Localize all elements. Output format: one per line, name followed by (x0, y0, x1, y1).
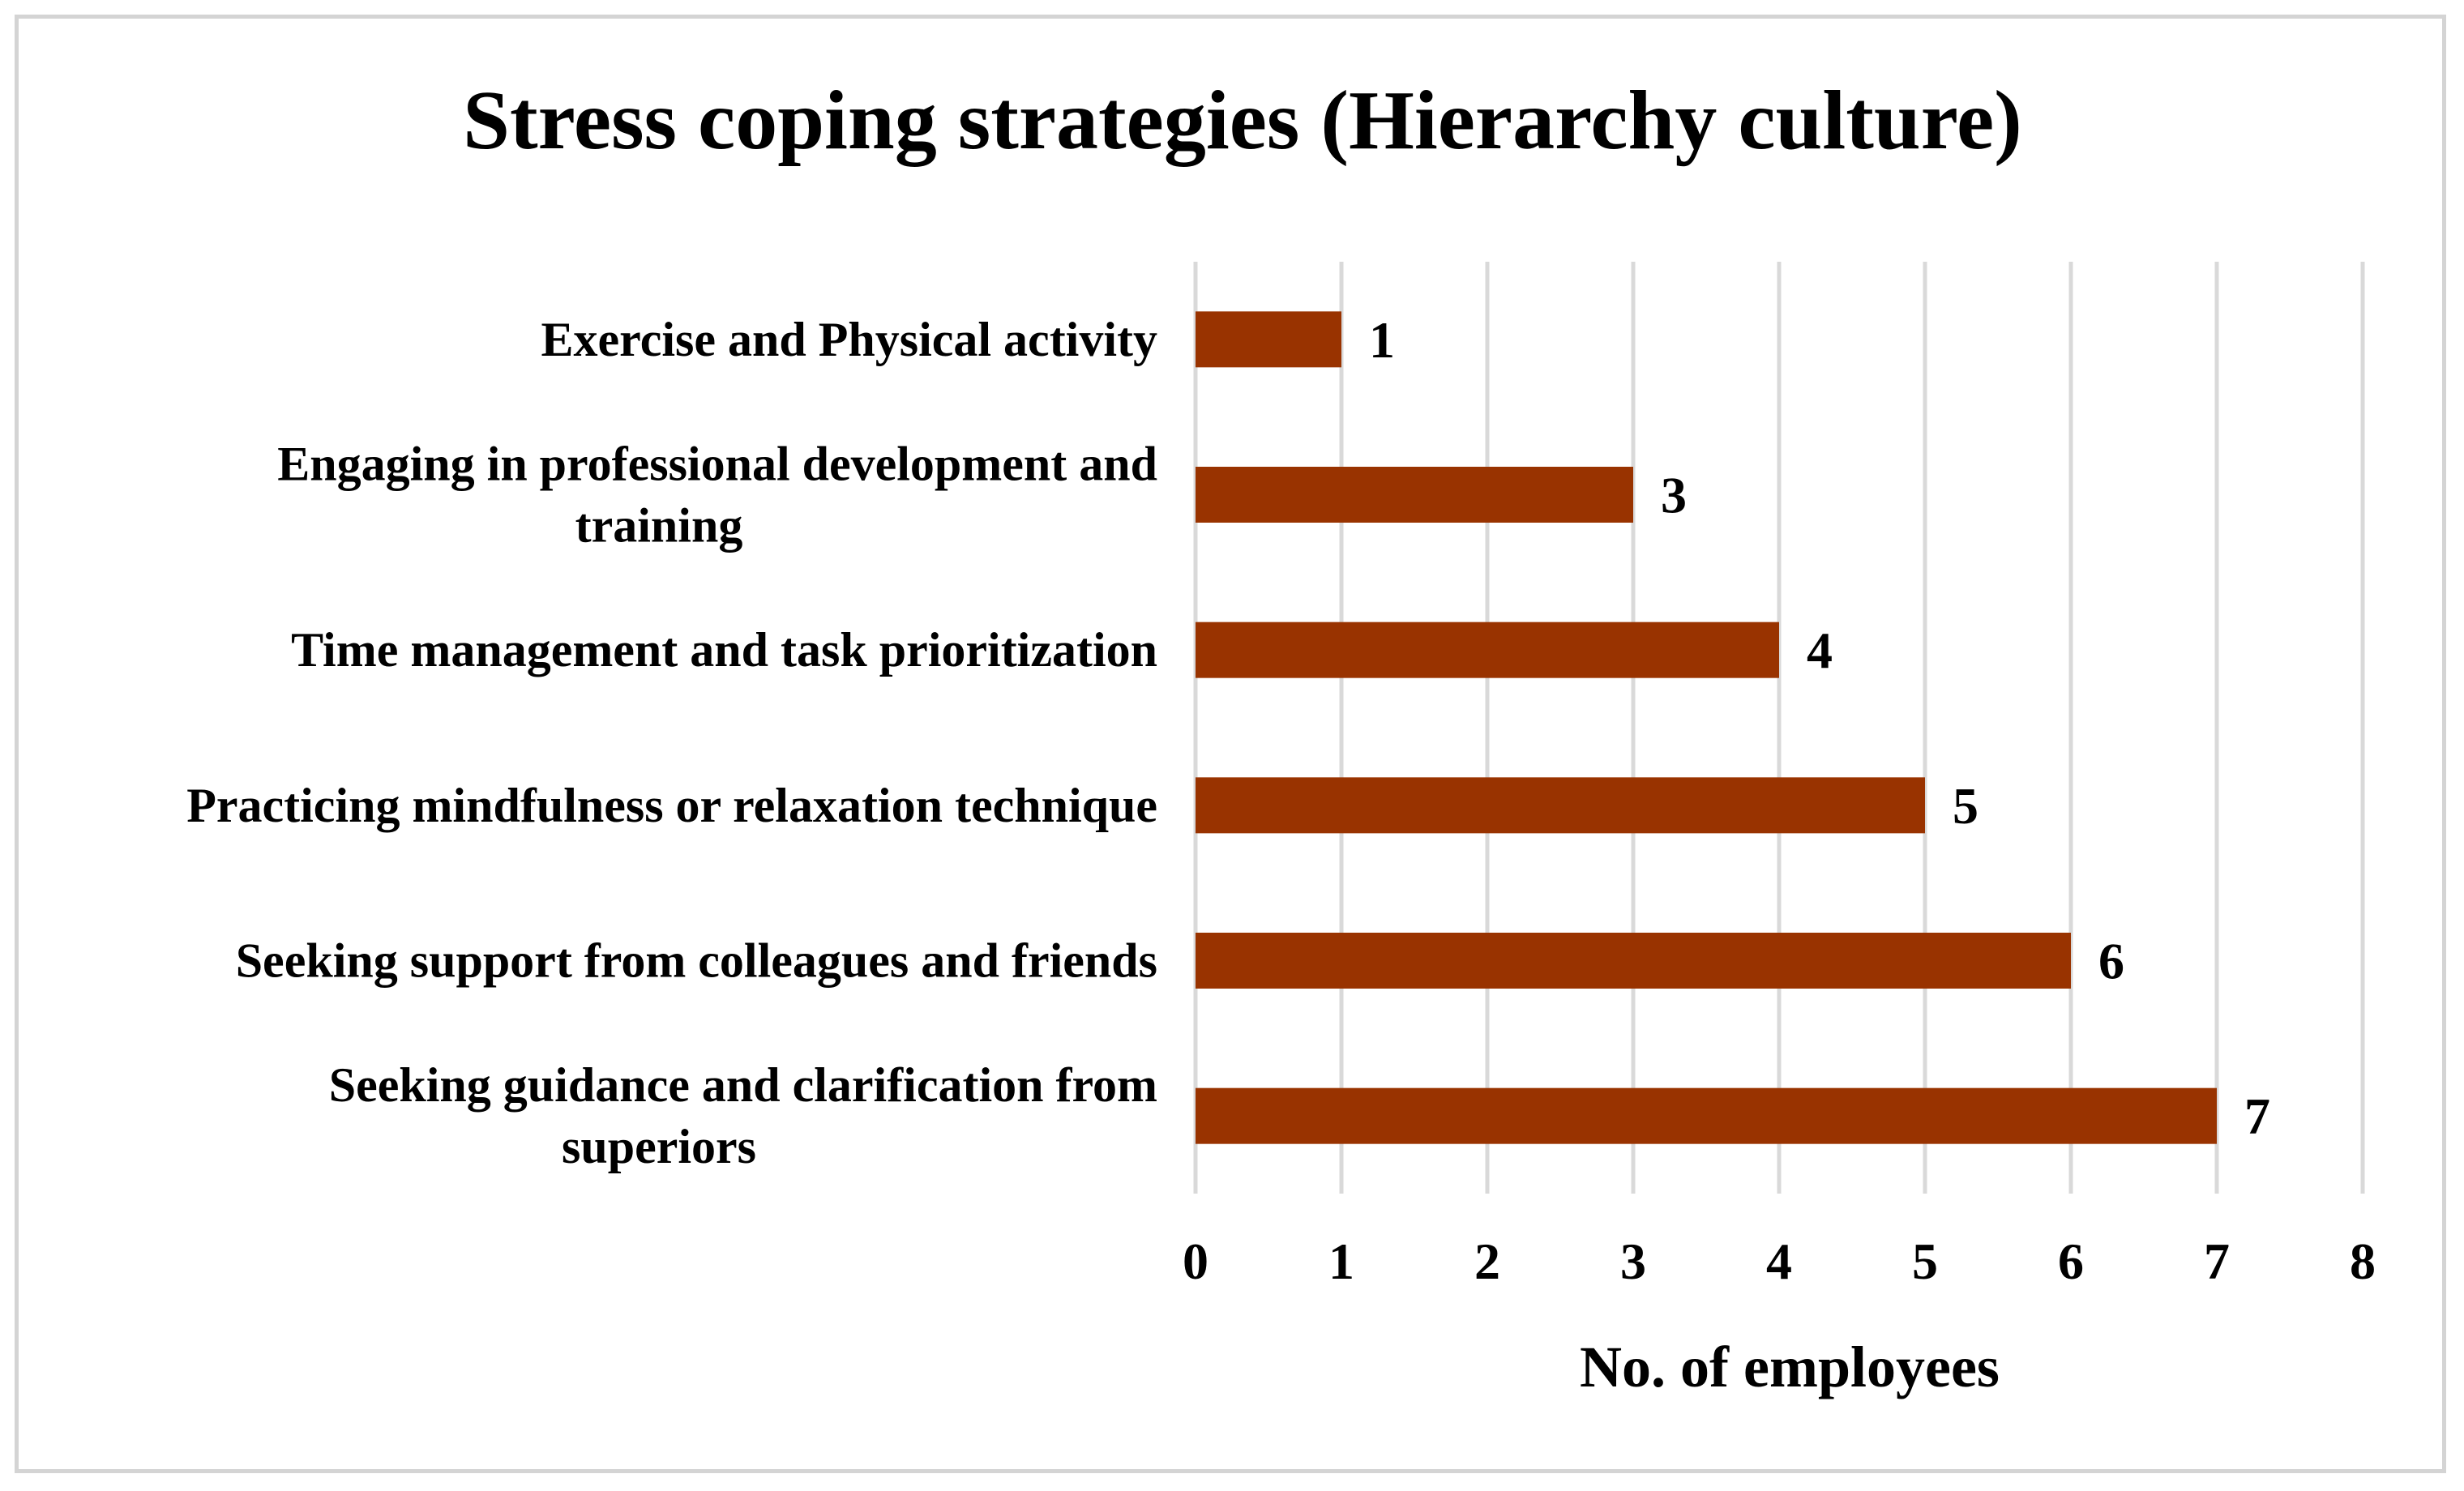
bar (1196, 467, 1633, 523)
data-label: 7 (2244, 1087, 2270, 1145)
x-tick-label: 3 (1620, 1233, 1646, 1290)
x-tick-label: 7 (2204, 1233, 2230, 1290)
data-labels: 1 3 4 5 6 7 (1369, 311, 2270, 1145)
x-tick-label: 1 (1328, 1233, 1354, 1290)
x-tick-label: 6 (2058, 1233, 2084, 1290)
x-tick-label: 0 (1183, 1233, 1208, 1290)
bar-chart: Stress coping strategies (Hierarchy cult… (186, 74, 2376, 1399)
category-label-line: Exercise and Physical activity (541, 313, 1158, 366)
x-tick-label: 2 (1474, 1233, 1500, 1290)
category-label: Seeking guidance and clarification from s… (329, 1058, 1157, 1173)
bar (1196, 622, 1779, 678)
category-label-line: Seeking support from colleagues and frie… (236, 934, 1157, 988)
category-label-line: Seeking guidance and clarification from (329, 1058, 1157, 1112)
data-label: 5 (1953, 777, 1978, 835)
data-label: 3 (1661, 467, 1687, 524)
bars (1196, 311, 2217, 1144)
bar (1196, 1087, 2217, 1144)
category-label-line: Engaging in professional development and (277, 438, 1157, 491)
x-tick-label: 5 (1912, 1233, 1938, 1290)
data-label: 6 (2098, 933, 2124, 990)
category-label: Time management and task prioritization (291, 623, 1157, 677)
category-label: Practicing mindfulness or relaxation tec… (186, 779, 1157, 832)
category-label-line: training (575, 499, 743, 553)
category-label: Seeking support from colleagues and frie… (236, 934, 1157, 988)
category-label-line: Practicing mindfulness or relaxation tec… (186, 779, 1157, 832)
chart-frame: Stress coping strategies (Hierarchy cult… (15, 15, 2446, 1473)
chart-title: Stress coping strategies (Hierarchy cult… (463, 74, 2022, 167)
category-label: Engaging in professional development and… (277, 438, 1157, 553)
category-label-line: Time management and task prioritization (291, 623, 1157, 677)
data-label: 1 (1369, 311, 1395, 369)
data-label: 4 (1807, 622, 1833, 679)
x-tick-labels: 0 1 2 3 4 5 6 7 8 (1183, 1233, 2376, 1290)
bar (1196, 777, 1925, 834)
x-axis-title: No. of employees (1580, 1335, 2000, 1399)
x-tick-label: 4 (1766, 1233, 1792, 1290)
category-label-line: superiors (562, 1120, 756, 1173)
bar (1196, 933, 2071, 989)
x-tick-label: 8 (2350, 1233, 2376, 1290)
category-labels: Exercise and Physical activity Engaging i… (186, 313, 1157, 1173)
gridlines (1193, 262, 2365, 1194)
category-label: Exercise and Physical activity (541, 313, 1158, 366)
bar (1196, 311, 1341, 368)
